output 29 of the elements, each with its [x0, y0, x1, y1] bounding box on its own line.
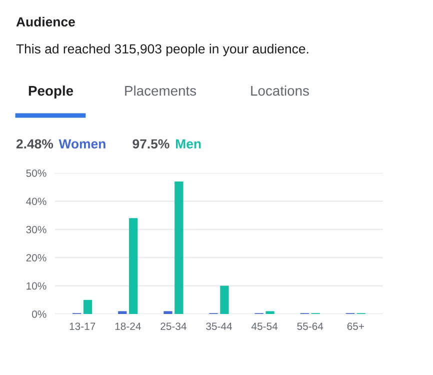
- text: 97.5%: [132, 139, 170, 149]
- bar: [266, 311, 274, 314]
- text: Men: [176, 139, 201, 149]
- bar: [83, 300, 92, 314]
- bar: [220, 286, 229, 314]
- chart-title: Audience: [16, 16, 75, 27]
- chart-subtitle: This ad reached 315,903 people in your audience.: [16, 44, 308, 56]
- bar: [118, 311, 127, 314]
- y-tick-label: 50%: [26, 170, 46, 177]
- y-tick-label: 0%: [32, 310, 46, 318]
- y-tick-label: 20%: [26, 254, 46, 262]
- text: Locations: [251, 86, 309, 96]
- text: 2.48%: [16, 139, 54, 149]
- x-tick-label: 35-44: [206, 322, 232, 330]
- x-tick-label: 18-24: [115, 322, 141, 330]
- text: Women: [58, 139, 106, 149]
- x-tick-label: 55-64: [297, 322, 324, 330]
- y-tick-label: 10%: [26, 282, 46, 290]
- y-tick-label: 30%: [26, 226, 46, 234]
- bar: [129, 218, 138, 314]
- bar: [174, 181, 184, 314]
- text: Placements: [125, 86, 196, 96]
- x-tick-label: 25-34: [160, 322, 186, 330]
- x-tick-label: 13-17: [70, 322, 96, 330]
- x-tick-label: 65+: [347, 322, 364, 330]
- y-tick-label: 40%: [26, 198, 46, 206]
- bar: [164, 311, 172, 314]
- text: People: [28, 86, 74, 98]
- x-tick-label: 45-54: [251, 322, 278, 330]
